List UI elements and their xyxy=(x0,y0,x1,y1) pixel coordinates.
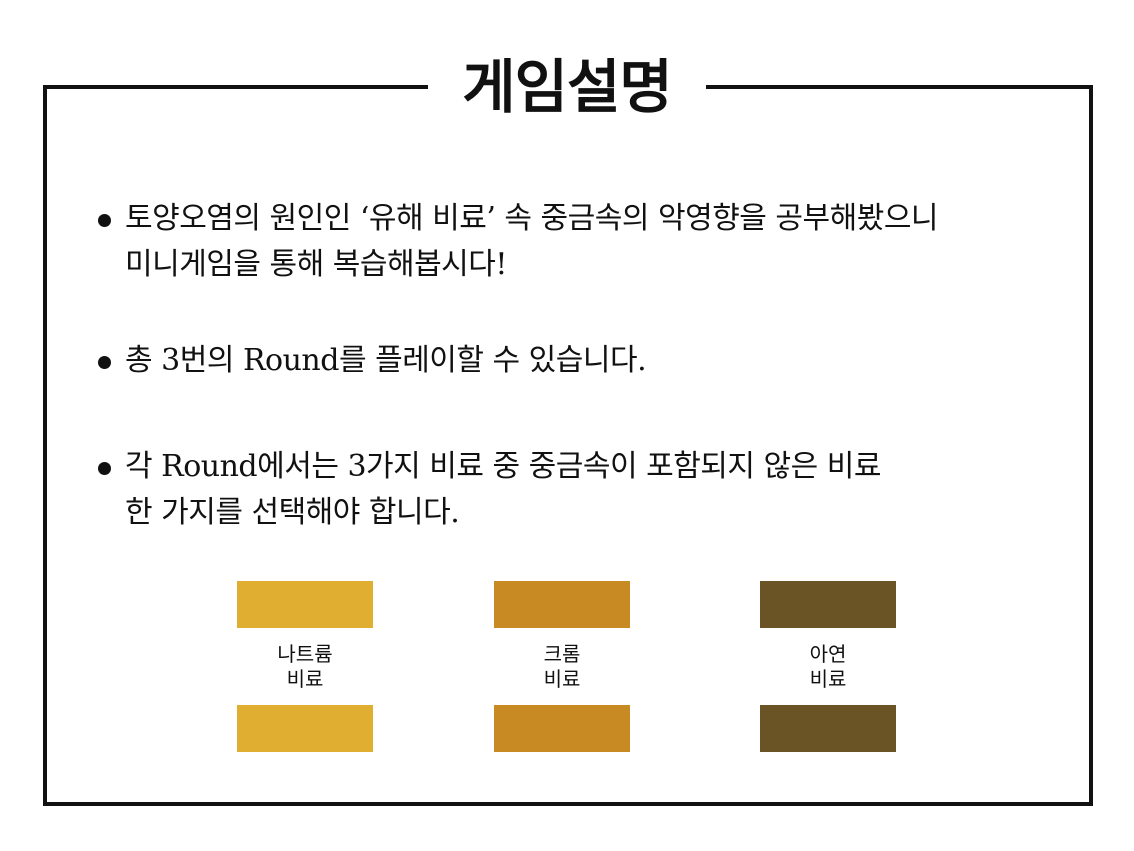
fertilizer-name: 아연 xyxy=(809,641,847,666)
fertilizer-label: 아연 비료 xyxy=(760,628,896,705)
instruction-line: 총 3번의 Round를 플레이할 수 있습니다. xyxy=(125,343,647,378)
fertilizer-label: 나트륨 비료 xyxy=(237,628,373,705)
bullet-dot-icon xyxy=(98,214,111,227)
fertilizer-swatch-bottom xyxy=(494,705,630,752)
fertilizer-sodium: 나트륨 비료 xyxy=(237,581,373,752)
fertilizer-name: 나트륨 xyxy=(277,641,333,666)
fertilizer-type: 비료 xyxy=(543,666,581,691)
instruction-line: 한 가지를 선택해야 합니다. xyxy=(125,495,460,530)
fertilizer-swatch-top xyxy=(237,581,373,628)
instruction-line: 토양오염의 원인인 ‘유해 비료’ 속 중금속의 악영향을 공부해봤으니 xyxy=(125,201,939,236)
instruction-line: 미니게임을 통해 복습해봅시다! xyxy=(125,247,507,282)
fertilizer-label: 크롬 비료 xyxy=(494,628,630,705)
fertilizer-chromium: 크롬 비료 xyxy=(494,581,630,752)
instruction-list: 토양오염의 원인인 ‘유해 비료’ 속 중금속의 악영향을 공부해봤으니 미니게… xyxy=(98,196,1078,536)
fertilizer-swatch-bottom xyxy=(237,705,373,752)
instruction-item-1: 토양오염의 원인인 ‘유해 비료’ 속 중금속의 악영향을 공부해봤으니 미니게… xyxy=(98,196,1078,288)
bullet-dot-icon xyxy=(98,462,111,475)
fertilizer-name: 크롬 xyxy=(543,641,581,666)
fertilizer-zinc: 아연 비료 xyxy=(760,581,896,752)
instruction-line: 각 Round에서는 3가지 비료 중 중금속이 포함되지 않은 비료 xyxy=(125,449,881,484)
bullet-dot-icon xyxy=(98,356,111,369)
fertilizer-type: 비료 xyxy=(286,666,324,691)
title-container: 게임설명 xyxy=(0,52,1134,122)
instruction-item-3: 각 Round에서는 3가지 비료 중 중금속이 포함되지 않은 비료 한 가지… xyxy=(98,444,1078,536)
fertilizer-type: 비료 xyxy=(809,666,847,691)
instruction-item-2: 총 3번의 Round를 플레이할 수 있습니다. xyxy=(98,338,1078,384)
fertilizer-swatch-top xyxy=(760,581,896,628)
fertilizer-swatch-bottom xyxy=(760,705,896,752)
page-title: 게임설명 xyxy=(428,52,706,122)
fertilizer-swatch-top xyxy=(494,581,630,628)
